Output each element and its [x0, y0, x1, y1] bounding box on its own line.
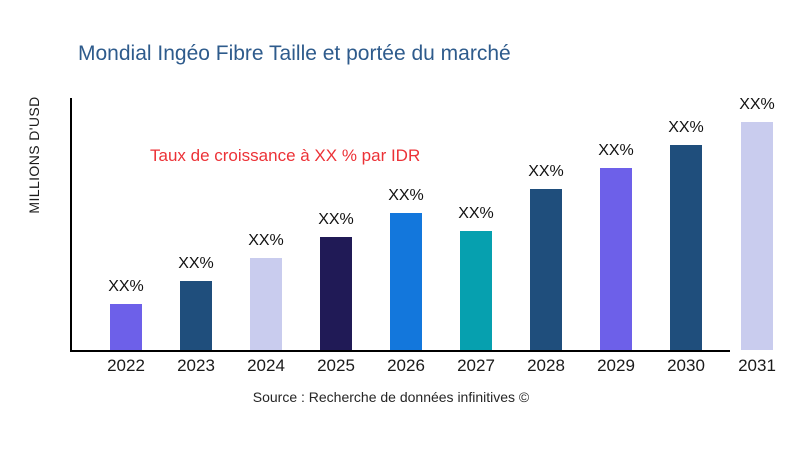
bar: [530, 189, 562, 350]
x-axis-line: [70, 350, 730, 352]
bar: [250, 258, 282, 350]
x-tick-label: 2023: [177, 356, 215, 375]
bar-value-label: XX%: [318, 211, 354, 228]
bar: [110, 304, 142, 350]
bar-value-label: XX%: [668, 119, 704, 136]
x-tick-label: 2022: [107, 356, 145, 375]
x-tick-label: 2031: [738, 356, 776, 375]
bar-value-label: XX%: [458, 205, 494, 222]
y-axis-line: [70, 98, 72, 352]
bar: [600, 168, 632, 350]
bar: [320, 237, 352, 350]
bar: [180, 281, 212, 350]
growth-annotation: Taux de croissance à XX % par IDR: [150, 146, 421, 165]
bar-value-label: XX%: [598, 142, 634, 159]
x-tick-label: 2027: [457, 356, 495, 375]
source-caption: Source : Recherche de données infinitive…: [252, 389, 530, 405]
chart-title: Mondial Ingéo Fibre Taille et portée du …: [78, 42, 511, 65]
y-axis-label: MILLIONS D'USD: [26, 96, 42, 214]
x-tick-label: 2024: [247, 356, 285, 375]
x-tick-label: 2025: [317, 356, 355, 375]
bar-value-label: XX%: [388, 187, 424, 204]
bar-value-label: XX%: [528, 163, 564, 180]
bar-value-label: XX%: [248, 232, 284, 249]
bar: [741, 122, 773, 350]
bar: [460, 231, 492, 350]
bar-value-label: XX%: [178, 255, 214, 272]
x-tick-label: 2029: [597, 356, 635, 375]
x-tick-label: 2030: [667, 356, 705, 375]
bar-value-label: XX%: [739, 96, 775, 113]
bar-value-label: XX%: [108, 278, 144, 295]
x-tick-label: 2028: [527, 356, 565, 375]
x-tick-label: 2026: [387, 356, 425, 375]
bar: [390, 213, 422, 350]
bar: [670, 145, 702, 350]
